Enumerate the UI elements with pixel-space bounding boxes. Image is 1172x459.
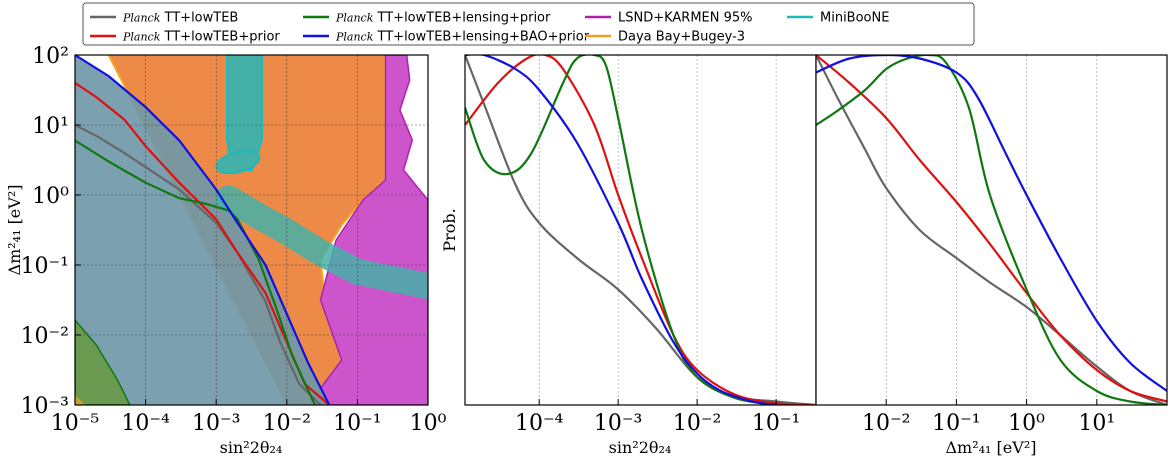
legend-entry-text: MiniBooNE: [820, 11, 889, 26]
panel2-ylabel: Prob.: [440, 208, 459, 251]
legend-entry: Planck TT+lowTEB+lensing+BAO+prior: [335, 30, 590, 45]
panel1-xtick-label: 10⁻³: [192, 411, 240, 436]
contour-line-3: [75, 55, 331, 405]
legend-entry-text: TT+lowTEB+lensing+BAO+prior: [373, 30, 589, 45]
prob-dm-line-0: [816, 55, 1167, 405]
legend-entry: Daya Bay+Bugey-3: [618, 30, 745, 45]
legend-entry: Planck TT+lowTEB+lensing+prior: [335, 11, 551, 26]
legend-frame: [82, 2, 975, 46]
bao-corner-region: [75, 395, 86, 405]
prob-sin-line-3: [465, 55, 777, 405]
legend-entry: MiniBooNE: [820, 11, 889, 26]
miniboone-band: [215, 185, 428, 300]
prob-dm-line-2: [816, 55, 1167, 405]
miniboone-blob-top: [226, 55, 263, 171]
panel1-xtick-label: 10⁻⁵: [51, 411, 99, 436]
lensing-region: [75, 318, 131, 405]
panel1-ytick-label: 10¹: [32, 114, 69, 139]
legend-entry-text: TT+lowTEB+lensing+prior: [373, 11, 551, 26]
panel1-ytick-label: 10²: [32, 44, 69, 69]
panel2-xtick-label: 10⁻⁴: [515, 411, 564, 436]
legend-entry: LSND+KARMEN 95%: [618, 11, 753, 26]
panel2-background: [465, 55, 816, 405]
panel1-xtick-label: 10⁻⁴: [121, 411, 170, 436]
panel-contours: 10⁻⁵ 10⁻⁴ 10⁻³ 10⁻² 10⁻¹ 10⁰ 10² 10¹ 10⁰ 10⁻¹ 10⁻²…: [5, 44, 447, 457]
panel1-ytick-label: 10⁻³: [21, 394, 69, 419]
panel2-xtick-label: 10⁻¹: [752, 411, 800, 436]
panel2-xtick-label: 10⁻³: [594, 411, 642, 436]
legend-entry: Planck TT+lowTEB+prior: [122, 30, 280, 45]
panel1-ylabel: Δm²₄₁ [eV²]: [5, 185, 24, 276]
panel-prob-sin: 10⁻⁴ 10⁻³ 10⁻² 10⁻¹ sin²2θ₂₄ Prob.: [440, 54, 817, 457]
legend-entry-prefix: Planck: [122, 31, 161, 44]
panel-prob-dm: 10⁻² 10⁻¹ 10⁰ 10¹ Δm²₄₁ [eV²]: [815, 54, 1168, 457]
legend-entry: Planck TT+lowTEB: [122, 11, 238, 26]
panel3-xlabel: Δm²₄₁ [eV²]: [946, 438, 1037, 457]
panel1-frame: [74, 54, 429, 406]
prob-sin-line-2: [465, 55, 777, 405]
legend-entry-prefix: Planck: [122, 12, 161, 25]
legend-entry-text: Daya Bay+Bugey-3: [618, 30, 745, 45]
panel2-xtick-label: 10⁻²: [673, 411, 721, 436]
prob-dm-line-1: [816, 55, 1167, 403]
panel3-xtick-label: 10⁻²: [862, 411, 910, 436]
contour-line-0: [75, 124, 322, 405]
panel1-ytick-label: 10⁻¹: [21, 254, 69, 279]
planck-allowed-region: [75, 55, 330, 405]
lsnd-region: [307, 55, 428, 405]
legend-entry-prefix: Planck: [335, 12, 374, 25]
legend-entry-text: LSND+KARMEN 95%: [618, 11, 753, 26]
legend-entry-text: TT+lowTEB+prior: [160, 30, 280, 45]
panel3-xtick-label: 10¹: [1078, 411, 1115, 436]
panel1-ytick-label: 10⁰: [32, 184, 69, 209]
legend-entry-text: TT+lowTEB: [160, 11, 238, 26]
miniboone-blob-mid: [215, 149, 261, 175]
legend-entry-prefix: Planck: [335, 31, 374, 44]
panel3-xtick-label: 10⁻¹: [932, 411, 980, 436]
panel3-frame: [815, 54, 1168, 406]
prob-sin-line-1: [465, 55, 814, 405]
panel1-xtick-label: 10⁻²: [263, 411, 311, 436]
panel3-background: [816, 55, 1167, 405]
panel1-ytick-label: 10⁻²: [21, 324, 69, 349]
panel1-xlabel: sin²2θ₂₄: [220, 438, 283, 457]
panel1-xtick-label: 10⁻¹: [333, 411, 381, 436]
panel3-xtick-label: 10⁰: [1008, 411, 1045, 436]
panel2-xlabel: sin²2θ₂₄: [609, 438, 672, 457]
panel1-xtick-label: 10⁰: [410, 411, 447, 436]
